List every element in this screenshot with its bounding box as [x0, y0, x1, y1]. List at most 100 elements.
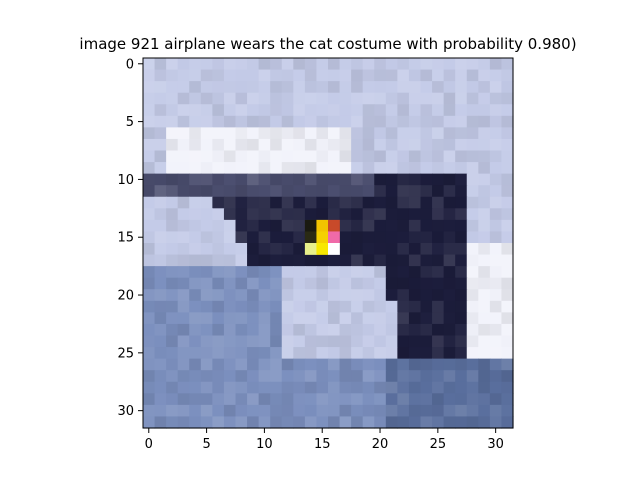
image-pixel — [166, 404, 179, 418]
image-pixel — [455, 138, 468, 152]
image-pixel — [489, 300, 503, 313]
image-pixel — [212, 266, 225, 279]
image-pixel — [212, 289, 225, 302]
image-pixel — [432, 231, 445, 244]
image-pixel — [408, 300, 422, 313]
patch-pixel — [316, 231, 329, 244]
image-pixel — [489, 243, 503, 256]
image-pixel — [351, 266, 364, 279]
image-pixel — [270, 231, 283, 244]
image-pixel — [443, 323, 456, 337]
image-pixel — [339, 312, 352, 325]
image-pixel — [478, 127, 491, 140]
image-pixel — [374, 393, 387, 406]
image-pixel — [177, 92, 190, 105]
image-pixel — [466, 254, 479, 267]
image-pixel — [223, 92, 237, 105]
image-pixel — [328, 208, 341, 221]
image-pixel — [247, 173, 260, 186]
image-pixel — [316, 185, 329, 198]
image-pixel — [432, 162, 445, 175]
image-pixel — [166, 208, 179, 221]
image-pixel — [339, 404, 352, 418]
image-pixel — [466, 208, 479, 221]
image-pixel — [328, 185, 341, 198]
image-pixel — [223, 127, 237, 140]
image-pixel — [154, 393, 167, 406]
image-pixel — [351, 416, 364, 429]
image-pixel — [143, 312, 156, 325]
image-pixel — [212, 150, 225, 163]
image-pixel — [293, 416, 306, 429]
image-pixel — [408, 323, 422, 337]
image-pixel — [397, 289, 410, 302]
image-pixel — [328, 150, 341, 163]
image-pixel — [420, 92, 433, 105]
image-pixel — [258, 416, 271, 429]
image-pixel — [293, 185, 306, 198]
y-tick-label: 10 — [117, 173, 134, 188]
image-pixel — [420, 393, 433, 406]
image-pixel — [432, 266, 445, 279]
image-pixel — [270, 185, 283, 198]
image-pixel — [154, 208, 167, 221]
image-pixel — [293, 347, 306, 360]
image-pixel — [235, 358, 248, 371]
image-pixel — [351, 81, 364, 94]
image-pixel — [316, 393, 329, 406]
image-pixel — [466, 150, 479, 163]
image-pixel — [258, 347, 271, 360]
image-pixel — [420, 185, 433, 198]
image-pixel — [420, 266, 433, 279]
image-pixel — [385, 381, 398, 394]
x-tick-label: 10 — [256, 437, 273, 452]
image-pixel — [316, 138, 329, 152]
image-pixel — [247, 127, 260, 140]
image-pixel — [270, 150, 283, 163]
image-pixel — [501, 347, 514, 360]
image-pixel — [293, 393, 306, 406]
image-pixel — [351, 58, 364, 71]
image-pixel — [420, 104, 433, 117]
image-pixel — [362, 162, 375, 175]
image-pixel — [200, 404, 213, 418]
image-pixel — [177, 58, 190, 71]
image-pixel — [385, 289, 398, 302]
image-pixel — [432, 173, 445, 186]
image-pixel — [304, 196, 318, 209]
image-pixel — [247, 138, 260, 152]
image-pixel — [489, 138, 503, 152]
image-pixel — [200, 69, 213, 82]
image-pixel — [212, 196, 225, 209]
image-pixel — [189, 312, 202, 325]
image-pixel — [200, 115, 213, 128]
image-pixel — [247, 393, 260, 406]
image-pixel — [247, 370, 260, 383]
image-pixel — [293, 162, 306, 175]
image-pixel — [455, 289, 468, 302]
image-pixel — [489, 208, 503, 221]
image-pixel — [408, 115, 422, 128]
image-pixel — [466, 231, 479, 244]
image-pixel — [374, 358, 387, 371]
image-pixel — [443, 150, 456, 163]
image-pixel — [143, 69, 156, 82]
image-pixel — [200, 370, 213, 383]
image-pixel — [270, 335, 283, 348]
image-pixel — [223, 104, 237, 117]
image-pixel — [478, 347, 491, 360]
image-pixel — [432, 92, 445, 105]
image-pixel — [478, 162, 491, 175]
image-pixel — [223, 404, 237, 418]
image-pixel — [189, 219, 202, 233]
image-pixel — [154, 323, 167, 337]
image-pixel — [432, 58, 445, 71]
image-pixel — [212, 300, 225, 313]
image-pixel — [351, 393, 364, 406]
image-pixel — [166, 104, 179, 117]
image-pixel — [270, 219, 283, 233]
image-pixel — [223, 219, 237, 233]
image-pixel — [316, 381, 329, 394]
image-pixel — [293, 323, 306, 337]
image-pixel — [339, 196, 352, 209]
